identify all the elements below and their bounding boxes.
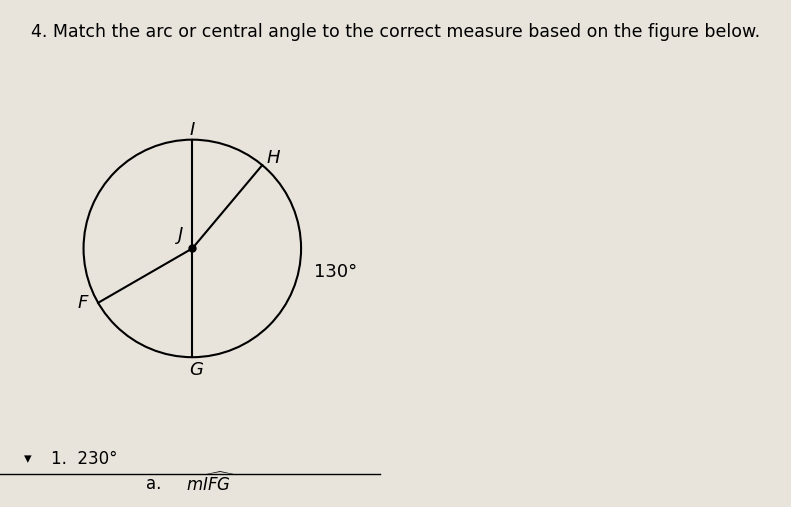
Text: 4. Match the arc or central angle to the correct measure based on the figure bel: 4. Match the arc or central angle to the…	[31, 23, 760, 41]
Text: ▾: ▾	[24, 451, 32, 466]
Text: a.: a.	[146, 475, 161, 493]
Text: F: F	[78, 294, 88, 312]
Text: 130°: 130°	[314, 263, 358, 281]
Text: G: G	[190, 361, 203, 379]
Text: $m\widehat{IFG}$: $m\widehat{IFG}$	[186, 473, 235, 495]
Text: H: H	[267, 149, 280, 166]
Text: J: J	[178, 226, 184, 244]
Text: 1.  230°: 1. 230°	[51, 450, 118, 468]
Text: I: I	[190, 121, 195, 139]
